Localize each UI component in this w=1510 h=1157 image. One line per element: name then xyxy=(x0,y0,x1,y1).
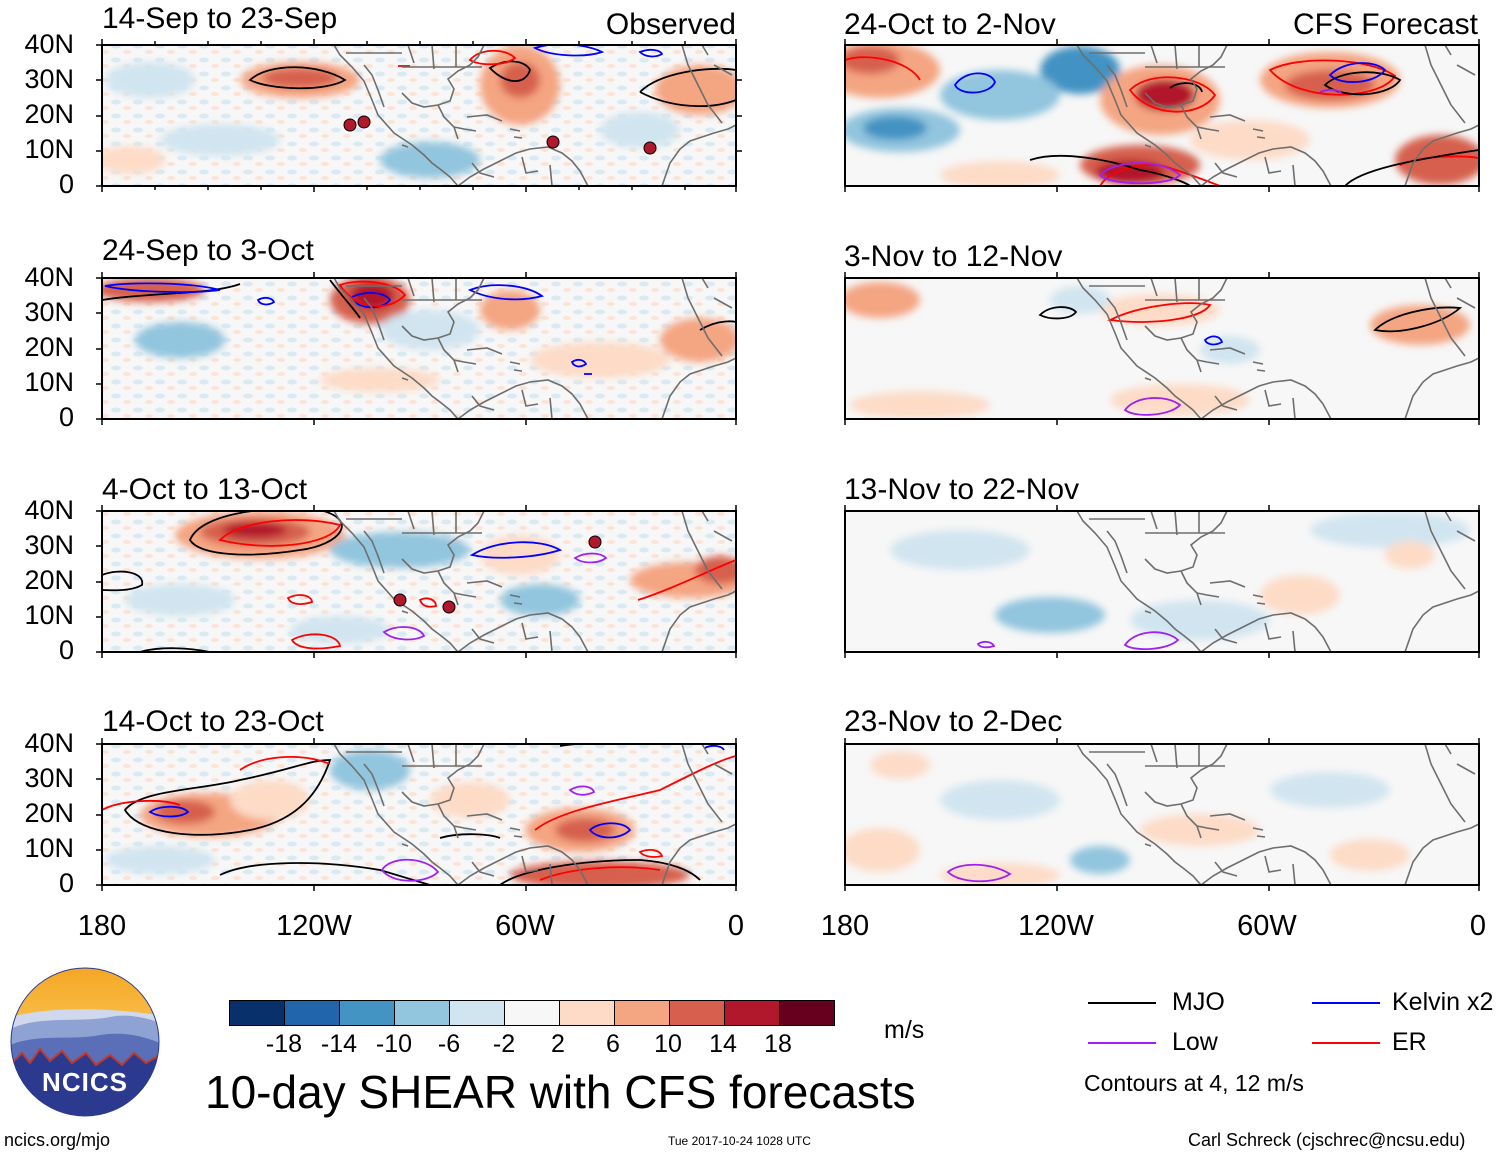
colorbar-unit: m/s xyxy=(884,1016,925,1044)
lon-label: 0 xyxy=(1469,910,1487,942)
lon-label: 120W xyxy=(276,910,352,942)
colorbar-swatch xyxy=(505,1001,560,1025)
colorbar-swatch xyxy=(230,1001,285,1025)
panel-title: 14-Oct to 23-Oct xyxy=(102,705,324,738)
ncics-logo: NCICS xyxy=(10,967,160,1117)
legend-label-mjo: MJO xyxy=(1172,988,1225,1016)
panel-title: 4-Oct to 13-Oct xyxy=(102,473,308,506)
colorbar-label: 6 xyxy=(606,1030,620,1058)
lat-label: 0 xyxy=(58,635,74,665)
colorbar-swatch xyxy=(285,1001,340,1025)
panel-title: 3-Nov to 12-Nov xyxy=(844,240,1063,273)
lon-label: 0 xyxy=(727,910,745,942)
lon-label: 180 xyxy=(820,910,870,942)
legend-label-kelvin: Kelvin x2 xyxy=(1392,988,1494,1016)
panel-title: 24-Sep to 3-Oct xyxy=(102,234,314,267)
legend-label-er: ER xyxy=(1392,1028,1427,1056)
legend-line-kelvin xyxy=(1312,1002,1380,1004)
lat-label: 10N xyxy=(24,600,74,630)
lat-label: 20N xyxy=(24,332,74,362)
panel-title: 13-Nov to 22-Nov xyxy=(844,473,1080,506)
legend-line-mjo xyxy=(1088,1002,1156,1004)
lat-label: 0 xyxy=(58,868,74,898)
main-title: 10-day SHEAR with CFS forecasts xyxy=(205,1066,916,1118)
lat-label: 40N xyxy=(24,495,74,525)
timestamp: Tue 2017-10-24 1028 UTC xyxy=(668,1134,811,1148)
panel-title: 14-Sep to 23-Sep xyxy=(102,2,338,35)
colorbar xyxy=(229,1000,835,1026)
map-panels xyxy=(96,39,1480,891)
colorbar-swatch xyxy=(615,1001,670,1025)
colorbar-swatch xyxy=(725,1001,780,1025)
lat-label: 10N xyxy=(24,367,74,397)
lat-label: 10N xyxy=(24,833,74,863)
lat-label: 30N xyxy=(24,297,74,327)
forecast-header: CFS Forecast xyxy=(1292,8,1478,41)
colorbar-label: 18 xyxy=(764,1030,792,1058)
lat-label: 0 xyxy=(58,402,74,432)
panel-title: 23-Nov to 2-Dec xyxy=(844,705,1063,738)
credit: Carl Schreck (cjschrec@ncsu.edu) xyxy=(1188,1130,1466,1150)
colorbar-swatch xyxy=(340,1001,395,1025)
colorbar-label: -18 xyxy=(265,1030,303,1058)
lat-label: 40N xyxy=(24,262,74,292)
lat-label: 30N xyxy=(24,530,74,560)
colorbar-swatch xyxy=(560,1001,615,1025)
lat-label: 20N xyxy=(24,99,74,129)
colorbar-swatch xyxy=(450,1001,505,1025)
colorbar-label: 2 xyxy=(551,1030,565,1058)
lat-label: 20N xyxy=(24,565,74,595)
legend-label-low: Low xyxy=(1172,1028,1218,1056)
colorbar-label: 10 xyxy=(654,1030,682,1058)
legend-line-low xyxy=(1088,1042,1156,1044)
legend-note: Contours at 4, 12 m/s xyxy=(1084,1070,1304,1096)
lon-label: 60W xyxy=(1237,910,1297,942)
ncics-logo-graphic xyxy=(10,967,160,1117)
colorbar-label: -2 xyxy=(492,1030,516,1058)
legend-line-er xyxy=(1312,1042,1380,1044)
lon-label: 60W xyxy=(495,910,555,942)
lat-label: 30N xyxy=(24,763,74,793)
colorbar-swatch xyxy=(780,1001,834,1025)
colorbar-swatch xyxy=(395,1001,450,1025)
colorbar-label: -6 xyxy=(437,1030,461,1058)
site-link[interactable]: ncics.org/mjo xyxy=(4,1130,111,1150)
colorbar-label: -10 xyxy=(375,1030,413,1058)
lon-label: 120W xyxy=(1018,910,1094,942)
panel-title: 24-Oct to 2-Nov xyxy=(844,8,1056,41)
lat-label: 40N xyxy=(24,29,74,59)
lat-label: 30N xyxy=(24,64,74,94)
lat-label: 0 xyxy=(58,169,74,199)
lat-label: 40N xyxy=(24,728,74,758)
colorbar-swatch xyxy=(670,1001,725,1025)
lat-label: 20N xyxy=(24,798,74,828)
lon-label: 180 xyxy=(77,910,127,942)
colorbar-label: 14 xyxy=(709,1030,737,1058)
observed-header: Observed xyxy=(605,8,736,41)
logo-text: NCICS xyxy=(42,1067,128,1097)
colorbar-label: -14 xyxy=(320,1030,358,1058)
lat-label: 10N xyxy=(24,134,74,164)
